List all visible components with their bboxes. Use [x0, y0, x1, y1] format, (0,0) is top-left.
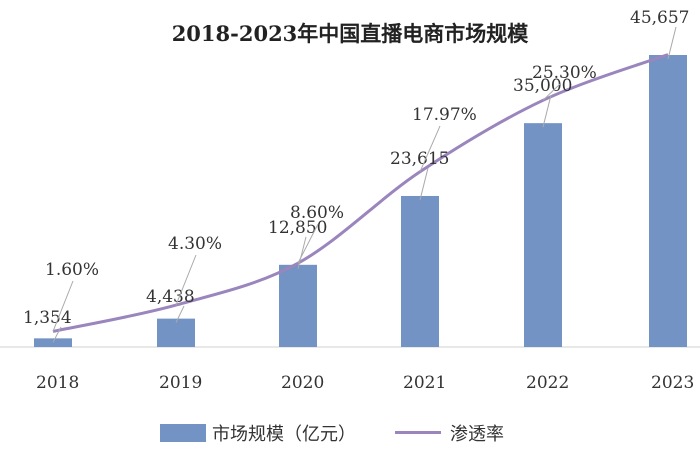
bar-2019 [157, 318, 195, 347]
leader-line [52, 326, 62, 343]
leader-line [52, 280, 74, 332]
legend-line-label: 渗透率 [450, 424, 504, 445]
line-penetration-rate [52, 53, 669, 333]
legend-line-swatch [395, 431, 441, 434]
bar-2023 [649, 55, 687, 347]
leader-line [542, 95, 552, 128]
bar-value-label: 1,354 [23, 308, 72, 328]
rate-label: 4.30% [168, 234, 222, 254]
bar-value-label: 35,000 [513, 76, 572, 96]
leader-line [297, 236, 307, 269]
bar-value-label: 12,850 [268, 218, 327, 238]
x-tick-label: 2020 [281, 373, 324, 393]
x-tick-label: 2018 [36, 373, 79, 393]
bar-2021 [401, 195, 439, 347]
rate-label: 17.97% [412, 105, 477, 125]
leader-line [542, 83, 561, 101]
bar-2020 [279, 264, 317, 347]
leader-line [175, 305, 185, 323]
bar-2022 [524, 123, 562, 347]
x-tick-label: 2021 [403, 373, 446, 393]
chart-title: 2018-2023年中国直播电商市场规模 [171, 21, 529, 46]
x-tick-label: 2023 [651, 373, 694, 393]
leader-line [419, 125, 441, 172]
leader-line [419, 167, 429, 201]
bar-value-label: 23,615 [390, 149, 449, 169]
bar-value-label: 45,657 [630, 8, 689, 28]
bar-value-label: 4,438 [146, 287, 195, 307]
leader-line [297, 223, 319, 264]
leader-line [175, 254, 197, 306]
leader-line [667, 26, 677, 60]
x-tick-label: 2019 [159, 373, 202, 393]
legend-bar-label: 市场规模（亿元） [212, 424, 356, 445]
legend-bar-swatch [160, 424, 206, 442]
rate-label: 8.60% [290, 203, 344, 223]
rate-label: 1.60% [45, 260, 99, 280]
bar-2018 [34, 338, 72, 347]
rate-label: 25.30% [532, 63, 597, 83]
x-tick-label: 2022 [526, 373, 569, 393]
